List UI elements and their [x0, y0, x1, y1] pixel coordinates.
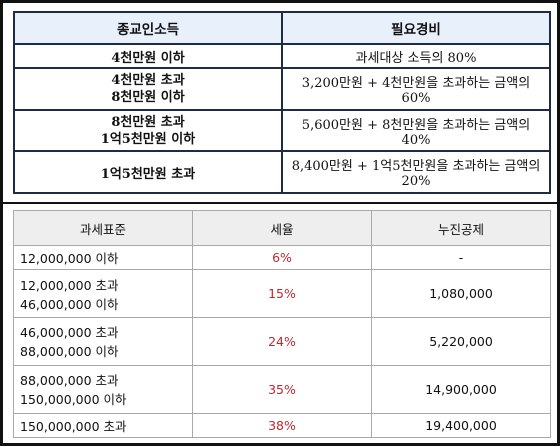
tax-row-3: 46,000,000 초과 88,000,000 이하 24% 5,220,00…: [13, 317, 551, 366]
header-necessary-expense: 필요경비: [281, 11, 551, 45]
header-religious-income: 종교인소득: [13, 11, 283, 45]
header-progressive-deduction: 누진공제: [371, 210, 551, 246]
expense-rule: 5,600만원 + 8천만원을 초과하는 금액의 40%: [281, 108, 551, 153]
income-row-1: 4천만원 이하 과세대상 소득의 80%: [13, 42, 551, 70]
income-bracket: 1억5천만원 초과: [13, 150, 283, 194]
section-divider: [3, 202, 560, 204]
deduction-cell: 14,900,000: [371, 364, 551, 414]
income-row-4: 1억5천만원 초과 8,400만원 + 1억5천만원을 초과하는 금액의 20%: [13, 150, 551, 194]
bracket-line: 8천만원 이하: [111, 90, 185, 106]
tax-rate-cell: 35%: [192, 364, 372, 414]
tax-rate-cell: 38%: [192, 412, 372, 439]
expense-rule: 8,400만원 + 1억5천만원을 초과하는 금액의 20%: [281, 150, 551, 194]
tax-table-header: 과세표준 세율 누진공제: [13, 210, 551, 246]
tax-base-cell: 12,000,000 초과 46,000,000 이하: [13, 269, 193, 319]
income-table-header: 종교인소득 필요경비: [13, 11, 551, 45]
income-expense-table: 종교인소득 필요경비 4천만원 이하 과세대상 소득의 80% 4천만원 초과 …: [13, 11, 551, 194]
bracket-line: 1억5천만원 이하: [100, 131, 196, 147]
income-row-3: 8천만원 초과 1억5천만원 이하 5,600만원 + 8천만원을 초과하는 금…: [13, 108, 551, 153]
tax-rate-cell: 6%: [192, 244, 372, 271]
expense-rule: 3,200만원 + 4천만원을 초과하는 금액의 60%: [281, 67, 551, 111]
deduction-cell: -: [371, 244, 551, 271]
deduction-cell: 19,400,000: [371, 412, 551, 439]
income-row-2: 4천만원 초과 8천만원 이하 3,200만원 + 4천만원을 초과하는 금액의…: [13, 67, 551, 111]
bracket-line: 8천만원 초과: [111, 114, 185, 130]
bracket-line: 1억5천만원 초과: [100, 166, 196, 182]
tax-base-cell: 88,000,000 초과 150,000,000 이하: [13, 364, 193, 414]
income-bracket: 4천만원 이하: [13, 42, 283, 70]
tax-row-2: 12,000,000 초과 46,000,000 이하 15% 1,080,00…: [13, 269, 551, 319]
tax-row-4: 88,000,000 초과 150,000,000 이하 35% 14,900,…: [13, 364, 551, 414]
bracket-line: 4천만원 초과: [111, 73, 185, 89]
tax-base-cell: 12,000,000 이하: [13, 244, 193, 271]
income-bracket: 8천만원 초과 1억5천만원 이하: [13, 108, 283, 153]
header-tax-base: 과세표준: [13, 210, 193, 246]
income-bracket: 4천만원 초과 8천만원 이하: [13, 67, 283, 111]
deduction-cell: 5,220,000: [371, 317, 551, 366]
bracket-line: 4천만원 이하: [111, 50, 185, 66]
tax-base-cell: 150,000,000 초과: [13, 412, 193, 439]
header-tax-rate: 세율: [192, 210, 372, 246]
tax-rate-cell: 24%: [192, 317, 372, 366]
tax-row-1: 12,000,000 이하 6% -: [13, 244, 551, 271]
deduction-cell: 1,080,000: [371, 269, 551, 319]
tax-base-cell: 46,000,000 초과 88,000,000 이하: [13, 317, 193, 366]
tax-rate-cell: 15%: [192, 269, 372, 319]
tax-row-5: 150,000,000 초과 38% 19,400,000: [13, 412, 551, 439]
tax-rate-table: 과세표준 세율 누진공제 12,000,000 이하 6% - 12,000,0…: [13, 210, 551, 439]
expense-rule: 과세대상 소득의 80%: [281, 42, 551, 70]
